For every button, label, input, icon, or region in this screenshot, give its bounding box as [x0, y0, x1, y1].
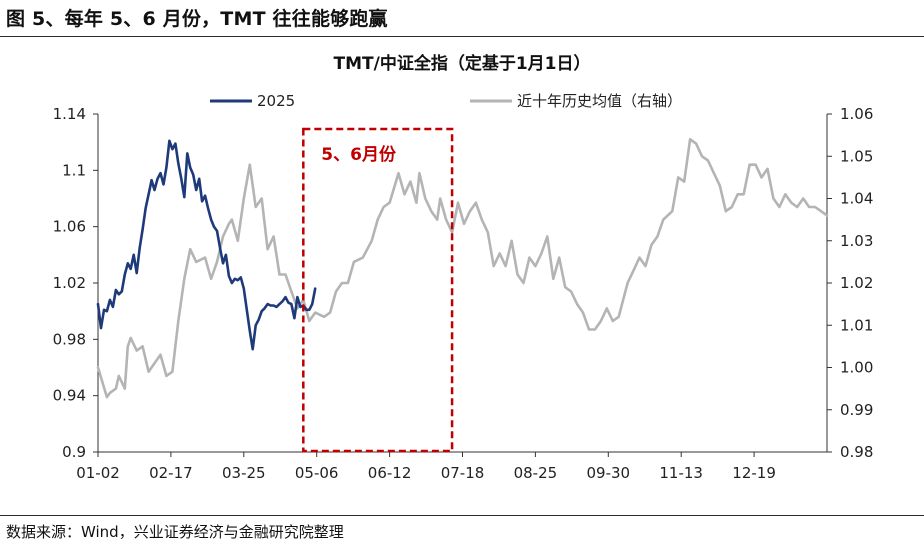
- legend: 2025 近十年历史均值（右轴）: [210, 92, 682, 110]
- x-tick-label: 08-25: [514, 464, 558, 482]
- right-y-tick-label: 1.06: [840, 105, 873, 123]
- right-y-tick-label: 0.99: [840, 401, 873, 419]
- legend-label-2025: 2025: [257, 92, 295, 110]
- x-tick-label: 02-17: [149, 464, 193, 482]
- right-y-tick-label: 1.00: [840, 359, 873, 377]
- left-y-tick-label: 1.14: [53, 105, 86, 123]
- right-y-tick-label: 1.03: [840, 232, 873, 250]
- top-divider: [0, 36, 924, 37]
- right-y-tick-label: 1.01: [840, 316, 873, 334]
- chart-title: TMT/中证全指（定基于1月1日）: [334, 53, 591, 74]
- series-layer: [96, 138, 829, 399]
- may-june-highlight-box: [302, 127, 454, 453]
- axes: 0.9 0.94 0.98 1.02 1.06 1.1 1.14 0.98 0.99 1.00 1.…: [53, 105, 874, 482]
- series-line-historical-average: [96, 138, 829, 399]
- chart: TMT/中证全指（定基于1月1日） 2025 近十年历史均值（右轴） 0.90.…: [53, 53, 874, 482]
- right-y-tick-label: 1.02: [840, 274, 873, 292]
- left-y-tick-label: 0.9: [62, 443, 86, 461]
- series-line-2025: [96, 139, 317, 351]
- left-y-tick-label: 0.98: [53, 330, 86, 348]
- x-tick-label: 03-25: [222, 464, 266, 482]
- x-tick-label: 05-06: [295, 464, 339, 482]
- annotation-layer: 5、6月份: [302, 127, 454, 453]
- data-source-note: 数据来源：Wind，兴业证券经济与金融研究院整理: [6, 523, 344, 541]
- right-y-tick-label: 0.98: [840, 443, 873, 461]
- left-y-tick-label: 1.1: [62, 161, 86, 179]
- left-y-tick-label: 0.94: [53, 387, 86, 405]
- x-tick-label: 12-19: [732, 464, 776, 482]
- x-tick-label: 11-13: [659, 464, 703, 482]
- x-tick-label: 01-02: [76, 464, 120, 482]
- right-y-tick-label: 1.05: [840, 147, 873, 165]
- x-tick-label: 06-12: [368, 464, 412, 482]
- x-tick-label: 07-18: [441, 464, 485, 482]
- legend-label-historical-average: 近十年历史均值（右轴）: [517, 92, 682, 110]
- left-y-tick-label: 1.02: [53, 274, 86, 292]
- x-tick-label: 09-30: [587, 464, 631, 482]
- bottom-divider: [0, 515, 924, 516]
- figure-title: 图 5、每年 5、6 月份，TMT 往往能够跑赢: [6, 8, 388, 30]
- left-y-tick-label: 1.06: [53, 218, 86, 236]
- right-y-tick-label: 1.04: [840, 190, 873, 208]
- may-june-highlight-label: 5、6月份: [321, 144, 397, 165]
